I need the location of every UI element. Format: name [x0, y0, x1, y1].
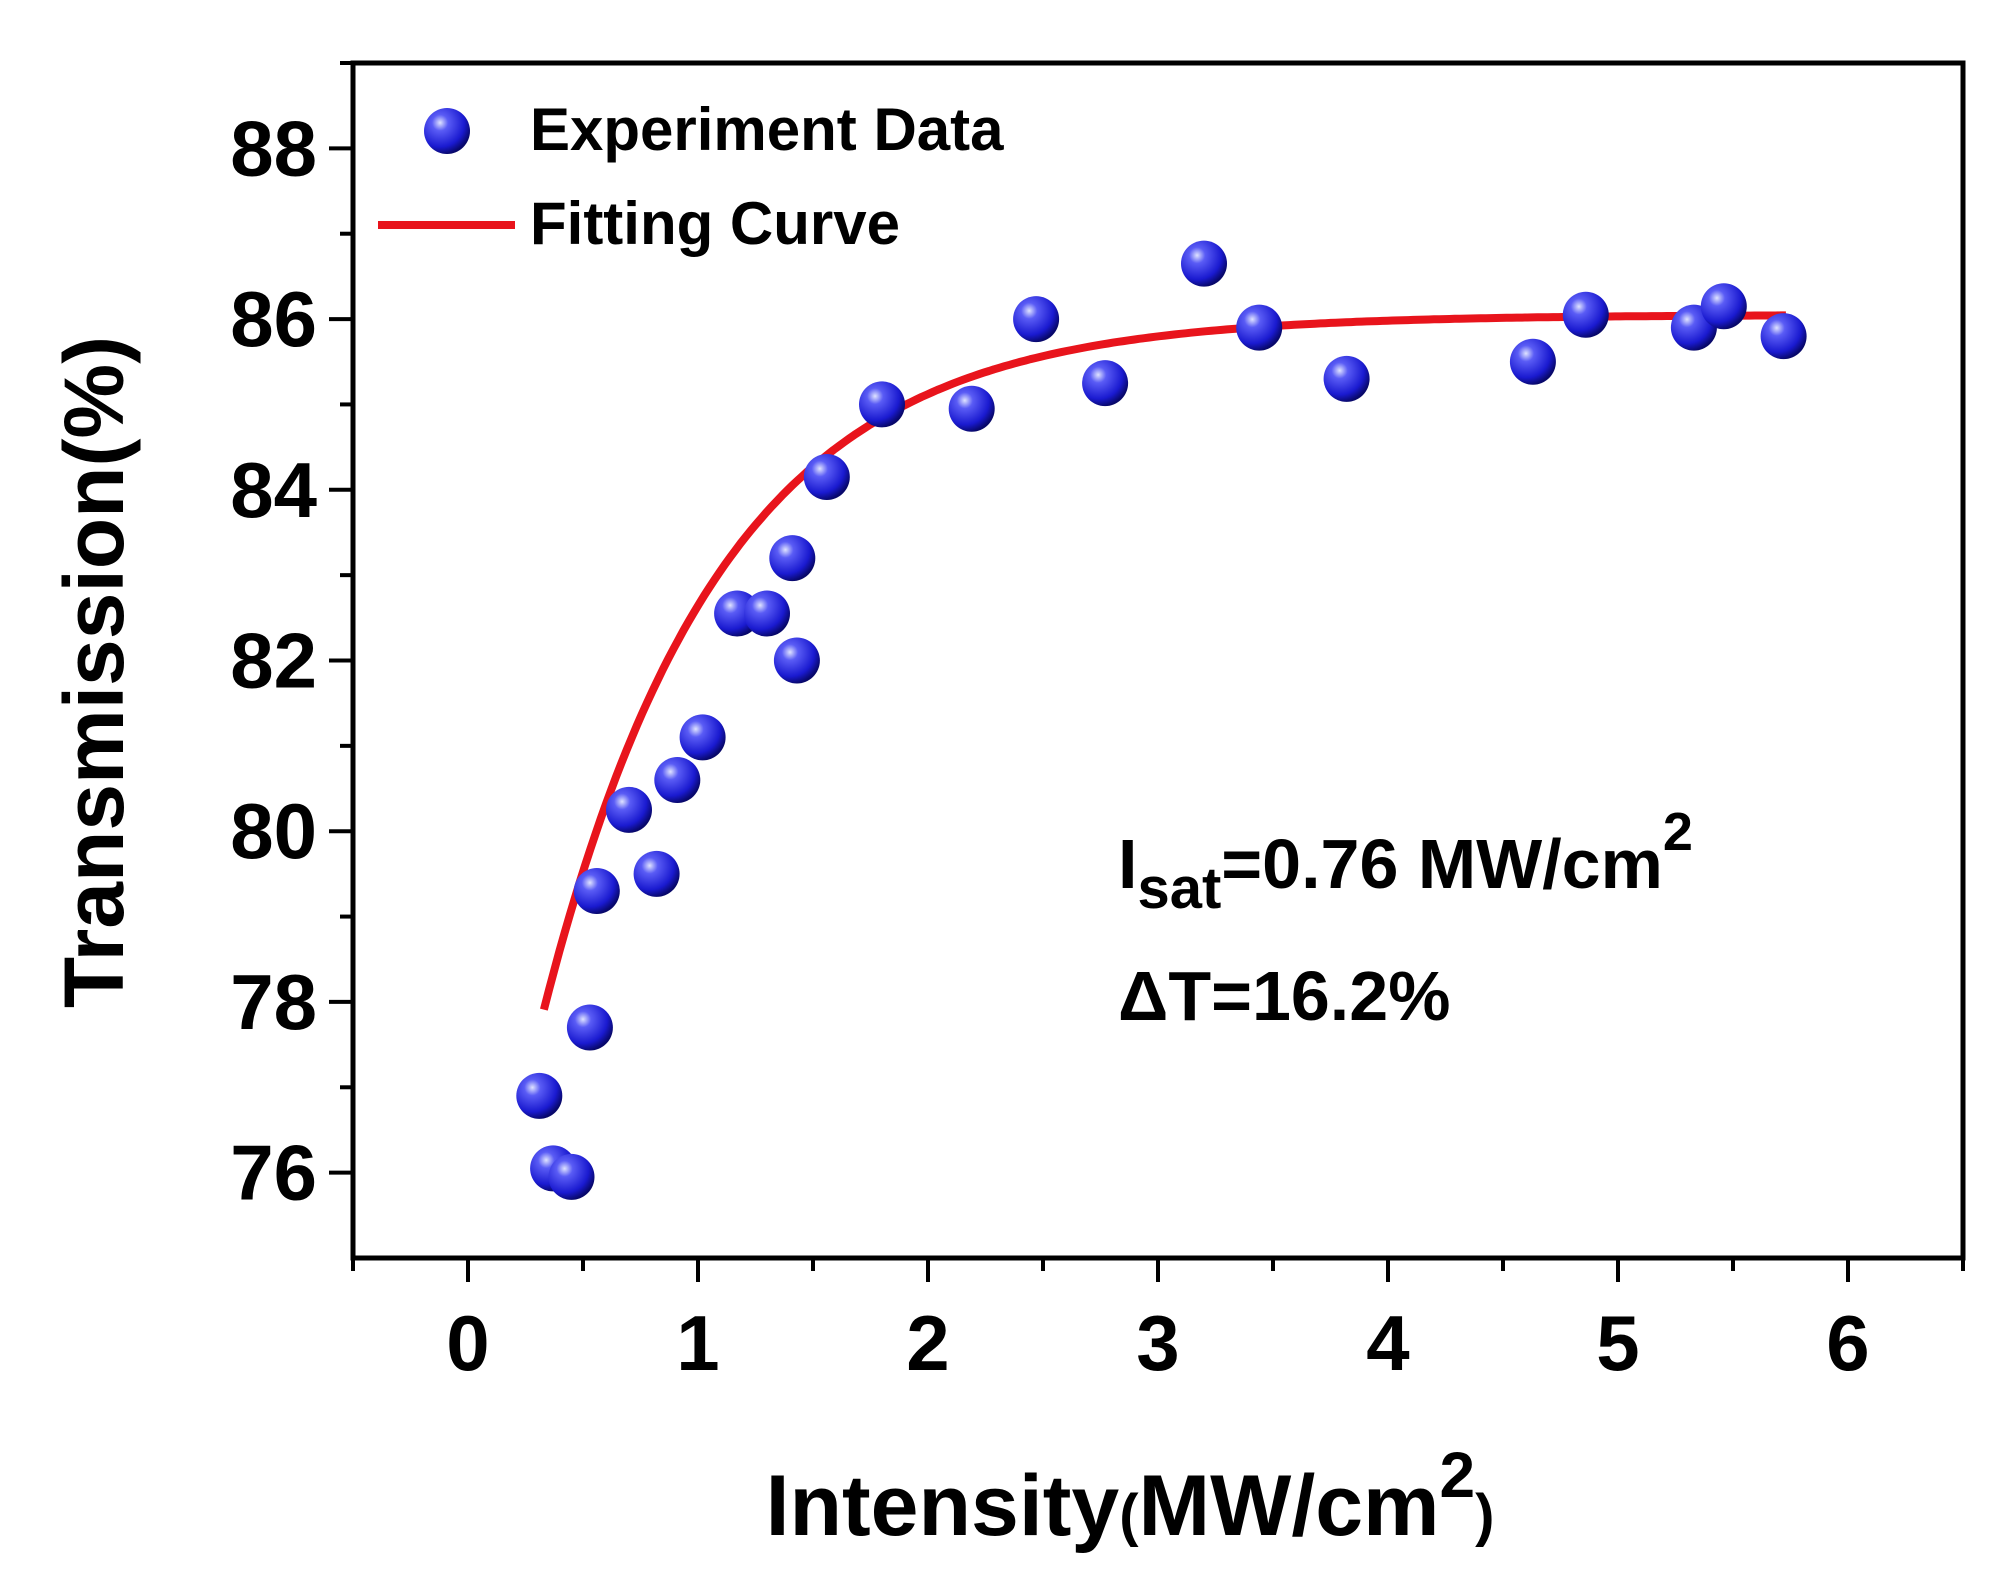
y-tick-label: 76	[230, 1129, 317, 1217]
x-axis-label-main: Intensity	[766, 1458, 1120, 1554]
isat-subscript: sat	[1137, 856, 1221, 921]
x-axis-label-unit: MW/cm	[1139, 1458, 1440, 1554]
data-point	[516, 1072, 563, 1119]
data-point	[633, 850, 680, 897]
x-tick-label: 2	[906, 1299, 949, 1387]
x-axis-label-unit-sup: 2	[1440, 1439, 1476, 1511]
y-tick-label: 86	[230, 275, 317, 363]
x-axis-label: Intensity(MW/cm2)	[766, 1439, 1495, 1554]
y-tick-label: 82	[230, 617, 317, 705]
data-point	[769, 535, 816, 582]
data-point	[773, 637, 820, 684]
isat-annotation: Isat=0.76 MW/cm2	[1118, 802, 1693, 921]
data-point	[1700, 283, 1747, 330]
data-point	[1509, 338, 1556, 385]
y-tick-label: 78	[230, 958, 317, 1046]
experiment-data-points	[516, 240, 1807, 1200]
delta-t-annotation: ΔT=16.2%	[1118, 957, 1450, 1035]
x-tick-label: 1	[676, 1299, 719, 1387]
data-point	[606, 786, 652, 833]
y-axis-tick-labels: 76 78 80 82 84 86 88	[230, 104, 317, 1216]
data-point	[654, 757, 701, 803]
x-axis-label-paren-open: (	[1119, 1483, 1139, 1548]
legend-label-experiment: Experiment Data	[530, 96, 1004, 163]
y-tick-label: 84	[230, 446, 317, 534]
x-tick-label: 4	[1366, 1299, 1409, 1387]
x-tick-label: 0	[446, 1299, 489, 1387]
data-point	[566, 1004, 613, 1051]
x-tick-label: 5	[1596, 1299, 1639, 1387]
data-point	[948, 385, 995, 432]
data-point	[1181, 240, 1227, 287]
x-axis-tick-labels: 0 1 2 3 4 5 6	[446, 1299, 1869, 1387]
y-axis-ticks	[329, 61, 353, 1175]
data-point	[803, 453, 850, 500]
data-point	[1760, 313, 1807, 360]
legend-label-fitting: Fitting Curve	[530, 190, 900, 257]
data-point	[573, 867, 620, 914]
data-point	[859, 381, 905, 428]
data-point	[1562, 291, 1609, 338]
x-axis-ticks	[351, 1258, 1965, 1282]
legend-marker-experiment	[424, 108, 470, 154]
data-point	[1323, 355, 1370, 402]
x-tick-label: 6	[1826, 1299, 1869, 1387]
data-point	[1082, 360, 1129, 407]
x-tick-label: 3	[1136, 1299, 1179, 1387]
y-axis-label: Transmission(%)	[47, 336, 141, 1008]
isat-symbol: I	[1118, 825, 1137, 903]
data-point	[1013, 296, 1060, 343]
data-point	[548, 1153, 595, 1200]
data-point	[679, 714, 726, 761]
x-axis-label-paren-close: )	[1475, 1483, 1494, 1548]
isat-unit-sup: 2	[1663, 802, 1693, 862]
data-point	[744, 590, 790, 637]
legend: Experiment Data Fitting Curve	[378, 96, 1004, 257]
data-point	[1236, 304, 1283, 351]
y-tick-label: 88	[230, 104, 317, 192]
y-tick-label: 80	[230, 787, 317, 875]
isat-value: =0.76 MW/cm	[1221, 825, 1663, 903]
